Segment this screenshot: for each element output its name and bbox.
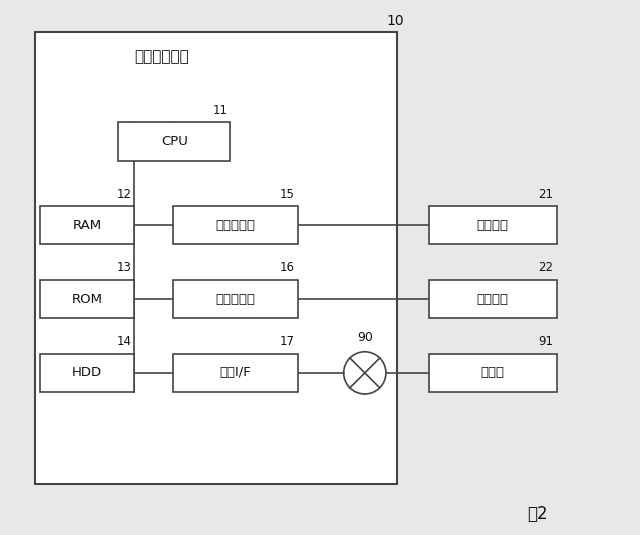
Text: 10: 10 bbox=[386, 14, 404, 28]
Text: RAM: RAM bbox=[72, 219, 102, 232]
Bar bbox=[118, 122, 230, 160]
Text: 表示制御部: 表示制御部 bbox=[215, 219, 255, 232]
Text: ROM: ROM bbox=[72, 293, 102, 305]
Text: 11: 11 bbox=[212, 104, 227, 117]
Bar bbox=[173, 280, 298, 318]
Bar bbox=[429, 280, 557, 318]
Text: 13: 13 bbox=[116, 262, 131, 274]
Text: 14: 14 bbox=[116, 335, 131, 348]
Bar bbox=[173, 354, 298, 392]
Text: 21: 21 bbox=[539, 188, 554, 201]
Text: 90: 90 bbox=[357, 331, 372, 344]
Text: 15: 15 bbox=[280, 188, 294, 201]
Text: 91: 91 bbox=[539, 335, 554, 348]
Bar bbox=[40, 354, 134, 392]
Bar bbox=[429, 206, 557, 244]
Text: サーバ: サーバ bbox=[481, 366, 505, 379]
Text: 16: 16 bbox=[280, 262, 294, 274]
Text: 通信I/F: 通信I/F bbox=[220, 366, 251, 379]
Text: 入力装置: 入力装置 bbox=[477, 293, 509, 305]
Bar bbox=[429, 354, 557, 392]
Text: 表示装置: 表示装置 bbox=[477, 219, 509, 232]
Bar bbox=[35, 32, 397, 484]
Text: 入力制御部: 入力制御部 bbox=[215, 293, 255, 305]
Text: HDD: HDD bbox=[72, 366, 102, 379]
Bar bbox=[173, 206, 298, 244]
Text: 22: 22 bbox=[539, 262, 554, 274]
Text: CPU: CPU bbox=[161, 135, 188, 148]
Bar bbox=[40, 206, 134, 244]
Text: 17: 17 bbox=[280, 335, 294, 348]
Text: 影響推定装置: 影響推定装置 bbox=[134, 49, 189, 64]
Text: 図2: 図2 bbox=[527, 505, 548, 523]
Text: 12: 12 bbox=[116, 188, 131, 201]
Bar bbox=[40, 280, 134, 318]
